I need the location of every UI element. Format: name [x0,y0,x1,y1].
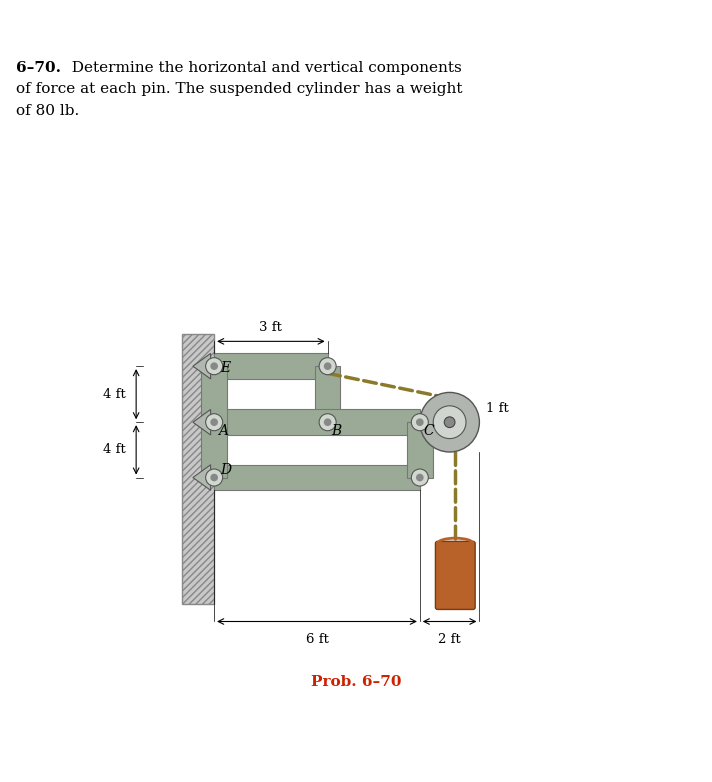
Text: 2 ft: 2 ft [439,633,461,646]
Text: C: C [424,424,434,438]
Text: D: D [220,463,231,477]
Bar [315,366,340,422]
Bar [214,410,420,435]
Circle shape [446,418,454,426]
Circle shape [416,474,424,482]
Circle shape [416,418,424,426]
Circle shape [319,414,336,431]
Circle shape [420,393,479,452]
Circle shape [206,469,223,486]
Bar [407,422,433,478]
Polygon shape [193,410,211,435]
Text: Determine the horizontal and vertical components: Determine the horizontal and vertical co… [62,61,461,75]
Text: 6–70.: 6–70. [16,61,61,75]
FancyBboxPatch shape [436,541,475,609]
Circle shape [210,362,218,370]
Polygon shape [193,353,211,379]
Text: 3 ft: 3 ft [259,321,283,334]
Circle shape [444,417,455,428]
Text: Prob. 6–70: Prob. 6–70 [310,675,402,689]
Text: of 80 lb.: of 80 lb. [16,104,79,118]
Text: A: A [218,424,228,438]
Circle shape [412,414,429,431]
Text: 4 ft: 4 ft [103,443,126,457]
Circle shape [412,469,429,486]
Polygon shape [193,465,211,490]
Text: B: B [331,424,342,438]
Bar [214,353,328,379]
Circle shape [210,418,218,426]
Circle shape [206,414,223,431]
Circle shape [206,357,223,375]
Text: E: E [220,361,230,375]
Circle shape [210,474,218,482]
Bar [201,366,227,478]
Circle shape [324,362,332,370]
Text: 6 ft: 6 ft [305,633,328,646]
Text: 4 ft: 4 ft [103,388,126,400]
Bar [214,465,420,490]
Circle shape [433,406,466,439]
Bar [182,334,214,604]
Bar [182,334,214,604]
Text: 1 ft: 1 ft [486,402,509,415]
Circle shape [324,418,332,426]
Text: of force at each pin. The suspended cylinder has a weight: of force at each pin. The suspended cyli… [16,82,462,96]
Circle shape [319,357,336,375]
